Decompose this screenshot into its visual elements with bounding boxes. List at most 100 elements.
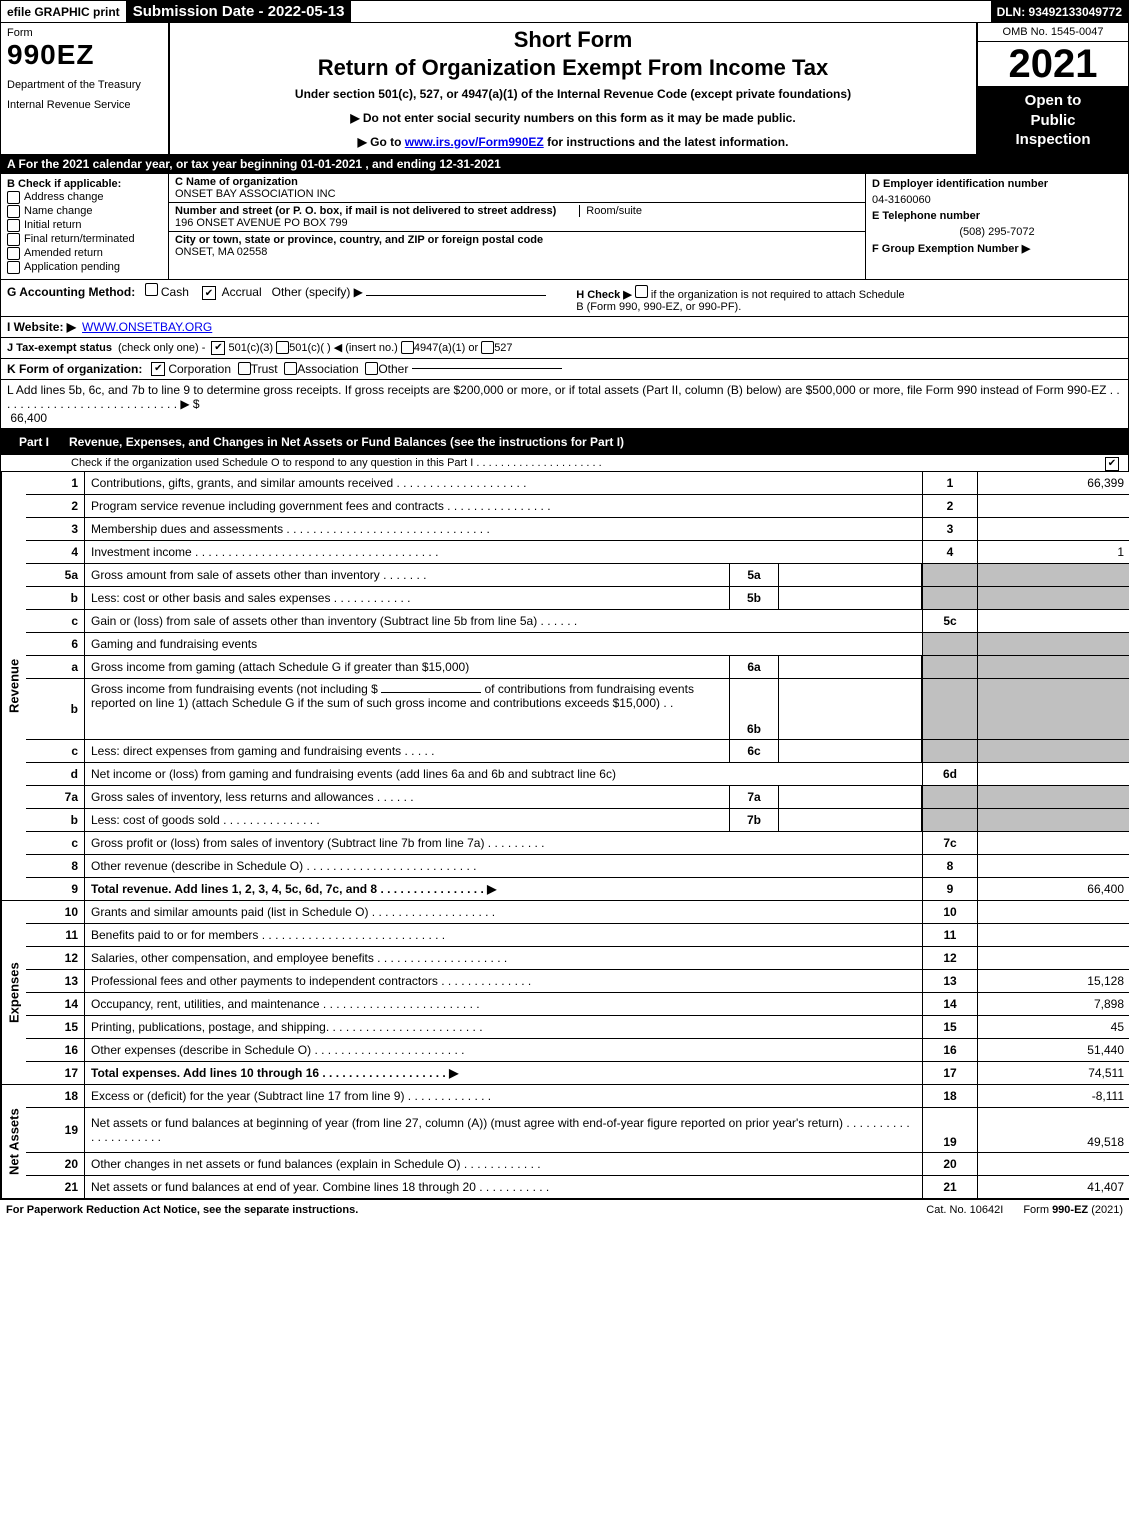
line-16-value: 51,440 xyxy=(978,1039,1129,1061)
section-c: C Name of organization ONSET BAY ASSOCIA… xyxy=(169,174,866,279)
open-line3: Inspection xyxy=(982,130,1124,150)
line-7a-mnum: 7a xyxy=(729,786,779,808)
line-18-num: 18 xyxy=(26,1085,85,1107)
line-21-rnum: 21 xyxy=(922,1176,978,1198)
line-17-rnum: 17 xyxy=(922,1062,978,1084)
checkbox-application-pending[interactable] xyxy=(7,261,20,274)
line-5b-mnum: 5b xyxy=(729,587,779,609)
line-20-desc: Other changes in net assets or fund bala… xyxy=(85,1153,922,1175)
line-9-value: 66,400 xyxy=(978,878,1129,900)
k-association: Association xyxy=(297,362,358,376)
open-line2: Public xyxy=(982,111,1124,131)
line-17-value: 74,511 xyxy=(978,1062,1129,1084)
line-5c-desc: Gain or (loss) from sale of assets other… xyxy=(85,610,922,632)
header-center: Short Form Return of Organization Exempt… xyxy=(170,23,978,154)
title-return: Return of Organization Exempt From Incom… xyxy=(178,55,968,81)
line-6d-num: d xyxy=(26,763,85,785)
line-6b-mval xyxy=(779,679,922,739)
line-7b-mval xyxy=(779,809,922,831)
line-6d-desc: Net income or (loss) from gaming and fun… xyxy=(85,763,922,785)
line-16-num: 16 xyxy=(26,1039,85,1061)
checkbox-accrual[interactable] xyxy=(202,286,216,300)
line-12-value xyxy=(978,947,1129,969)
checkbox-amended-return[interactable] xyxy=(7,247,20,260)
line-6b-rnum xyxy=(922,679,978,739)
line-6-num: 6 xyxy=(26,633,85,655)
line-6a-mnum: 6a xyxy=(729,656,779,678)
checkbox-501c[interactable] xyxy=(276,341,289,354)
line-5c-value xyxy=(978,610,1129,632)
line-19-num: 19 xyxy=(26,1108,85,1152)
k-corporation: Corporation xyxy=(168,362,231,376)
line-7b-desc: Less: cost of goods sold . . . . . . . .… xyxy=(85,809,729,831)
line-15-desc: Printing, publications, postage, and shi… xyxy=(85,1016,922,1038)
line-5c-rnum: 5c xyxy=(922,610,978,632)
checkbox-527[interactable] xyxy=(481,341,494,354)
k-trust: Trust xyxy=(251,362,278,376)
i-label: I Website: ▶ xyxy=(7,320,76,334)
line-6d-rnum: 6d xyxy=(922,763,978,785)
line-13-num: 13 xyxy=(26,970,85,992)
line-6b-rval xyxy=(978,679,1129,739)
line-5b-num: b xyxy=(26,587,85,609)
part-i-check-note: Check if the organization used Schedule … xyxy=(0,455,1129,472)
revenue-side-label: Revenue xyxy=(1,472,26,900)
checkbox-final-return[interactable] xyxy=(7,233,20,246)
h-label: H Check ▶ xyxy=(576,289,632,301)
k-other-input[interactable] xyxy=(412,368,562,369)
line-6c-num: c xyxy=(26,740,85,762)
checkbox-address-change[interactable] xyxy=(7,191,20,204)
goto-pre: ▶ Go to xyxy=(358,135,405,149)
line-7b-rnum xyxy=(922,809,978,831)
checkbox-schedule-o[interactable] xyxy=(1105,457,1119,471)
line-1-value: 66,399 xyxy=(978,472,1129,494)
line-14-rnum: 14 xyxy=(922,993,978,1015)
checkbox-cash[interactable] xyxy=(145,283,158,296)
city-label: City or town, state or province, country… xyxy=(175,234,543,246)
street-address: 196 ONSET AVENUE PO BOX 799 xyxy=(175,217,348,229)
open-line1: Open to xyxy=(982,91,1124,111)
section-a: A For the 2021 calendar year, or tax yea… xyxy=(0,155,1129,174)
line-14-value: 7,898 xyxy=(978,993,1129,1015)
open-public-badge: Open to Public Inspection xyxy=(978,87,1128,154)
phone-value: (508) 295-7072 xyxy=(872,224,1122,240)
net-assets-side-label: Net Assets xyxy=(1,1085,26,1198)
line-12-desc: Salaries, other compensation, and employ… xyxy=(85,947,922,969)
checkbox-other-org[interactable] xyxy=(365,362,378,375)
line-16-rnum: 16 xyxy=(922,1039,978,1061)
line-6c-desc: Less: direct expenses from gaming and fu… xyxy=(85,740,729,762)
j-note: (check only one) - xyxy=(118,342,205,354)
line-20-value xyxy=(978,1153,1129,1175)
website-link[interactable]: WWW.ONSETBAY.ORG xyxy=(82,320,212,334)
b-address-change: Address change xyxy=(24,191,104,203)
checkbox-h[interactable] xyxy=(635,285,648,298)
line-l: L Add lines 5b, 6c, and 7b to line 9 to … xyxy=(0,380,1129,429)
goto-post: for instructions and the latest informat… xyxy=(544,135,789,149)
line-9-desc: Total revenue. Add lines 1, 2, 3, 4, 5c,… xyxy=(85,878,922,900)
line-15-num: 15 xyxy=(26,1016,85,1038)
line-6c-mval xyxy=(779,740,922,762)
irs-link[interactable]: www.irs.gov/Form990EZ xyxy=(405,135,544,149)
efile-print-label[interactable]: efile GRAPHIC print xyxy=(1,1,127,22)
line-6a-rnum xyxy=(922,656,978,678)
b-amended-return: Amended return xyxy=(24,247,103,259)
line-5a-num: 5a xyxy=(26,564,85,586)
line-15-value: 45 xyxy=(978,1016,1129,1038)
checkbox-corporation[interactable] xyxy=(151,362,165,376)
addr-label: Number and street (or P. O. box, if mail… xyxy=(175,205,556,217)
checkbox-association[interactable] xyxy=(284,362,297,375)
checkbox-501c3[interactable] xyxy=(211,341,225,355)
checkbox-trust[interactable] xyxy=(238,362,251,375)
line-7c-desc: Gross profit or (loss) from sales of inv… xyxy=(85,832,922,854)
line-18-value: -8,111 xyxy=(978,1085,1129,1107)
line-14-desc: Occupancy, rent, utilities, and maintena… xyxy=(85,993,922,1015)
g-other-input[interactable] xyxy=(366,295,546,296)
checkbox-initial-return[interactable] xyxy=(7,219,20,232)
line-5b-rnum xyxy=(922,587,978,609)
checkbox-4947[interactable] xyxy=(401,341,414,354)
line-10-value xyxy=(978,901,1129,923)
line-10-desc: Grants and similar amounts paid (list in… xyxy=(85,901,922,923)
form-number: 990EZ xyxy=(7,39,162,71)
checkbox-name-change[interactable] xyxy=(7,205,20,218)
b-initial-return: Initial return xyxy=(24,219,81,231)
